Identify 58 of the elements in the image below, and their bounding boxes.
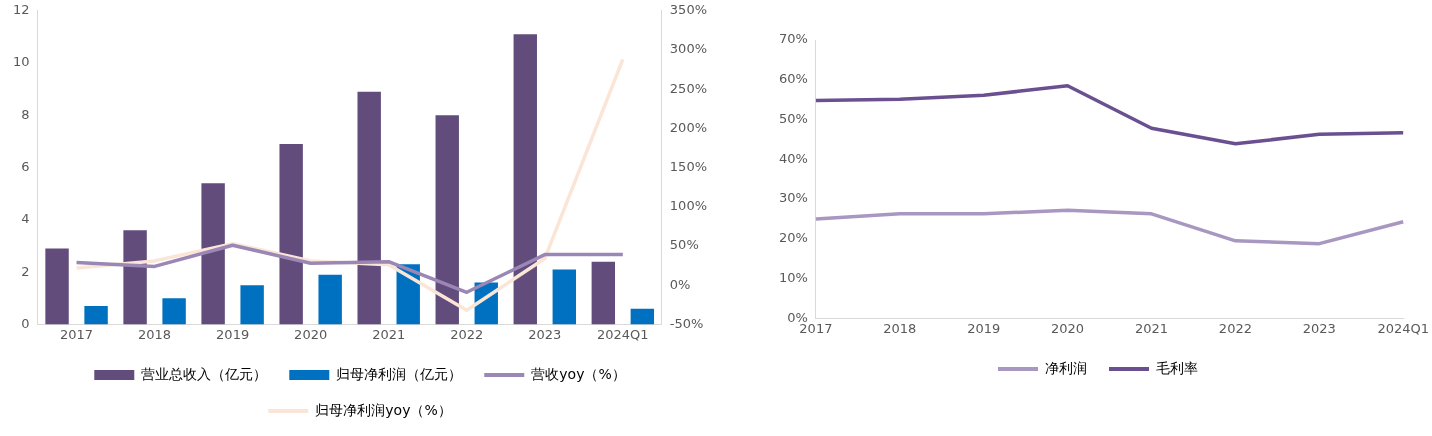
x-tick-label: 2022 [1218, 320, 1252, 336]
legend-label: 营业总收入（亿元） [141, 365, 268, 382]
x-tick-label: 2020 [294, 326, 328, 342]
bar [357, 91, 381, 325]
y2-tick-label: 300% [669, 41, 708, 57]
x-tick-label: 2021 [1134, 320, 1169, 336]
y-tick-label: 10 [13, 54, 30, 70]
y-tick-label: 30% [778, 190, 808, 206]
bar [318, 274, 342, 325]
bar [630, 308, 655, 325]
y-tick-label: 8 [21, 106, 30, 122]
legend-label: 毛利率 [1156, 359, 1198, 376]
x-tick-label: 2024Q1 [597, 326, 649, 342]
bar [240, 285, 264, 325]
y-tick-label: 0 [21, 315, 30, 331]
y-tick-label: 6 [21, 158, 30, 174]
y2-tick-label: 50% [669, 237, 699, 253]
bar [435, 115, 459, 325]
x-tick-label: 2024Q1 [1377, 320, 1429, 336]
y-tick-label: 10% [778, 270, 808, 285]
x-tick-label: 2017 [60, 326, 94, 342]
bar [591, 261, 616, 325]
y-tick-label: 20% [778, 230, 808, 246]
bar [201, 183, 225, 325]
y-tick-label: 12 [13, 2, 30, 18]
legend-label: 营收yoy（%） [531, 365, 626, 382]
y-tick-label: 40% [778, 150, 808, 166]
y2-tick-label: 350% [669, 2, 708, 18]
y-tick-label: 50% [778, 110, 808, 126]
y-tick-label: 4 [21, 211, 30, 227]
y2-tick-label: 200% [669, 119, 708, 135]
x-tick-label: 2018 [138, 326, 172, 342]
x-tick-label: 2023 [528, 326, 562, 342]
y2-tick-label: 150% [669, 158, 708, 174]
y-tick-label: 60% [778, 71, 808, 87]
y2-tick-label: 250% [669, 80, 708, 96]
bar [45, 248, 69, 325]
x-tick-label: 2022 [450, 326, 484, 342]
y-tick-label: 2 [21, 263, 30, 279]
legend-label: 净利润 [1045, 359, 1087, 376]
x-tick-label: 2019 [216, 326, 250, 342]
legend-label: 归母净利润yoy（%） [315, 401, 452, 418]
x-tick-label: 2020 [1051, 320, 1085, 336]
y2-tick-label: -50% [669, 315, 704, 331]
legend-label: 归母净利润（亿元） [336, 365, 463, 382]
x-tick-label: 2021 [372, 326, 406, 342]
bar [279, 144, 303, 325]
bar [123, 230, 147, 325]
y2-tick-label: 100% [669, 198, 708, 214]
x-tick-label: 2019 [967, 320, 1001, 336]
bar [513, 34, 537, 325]
bar [84, 306, 108, 325]
y-tick-label: 70% [778, 31, 808, 47]
y2-tick-label: 0% [669, 276, 691, 292]
bar [162, 298, 186, 325]
x-tick-label: 2023 [1302, 320, 1336, 336]
x-tick-label: 2018 [883, 320, 917, 336]
bar [552, 269, 576, 325]
